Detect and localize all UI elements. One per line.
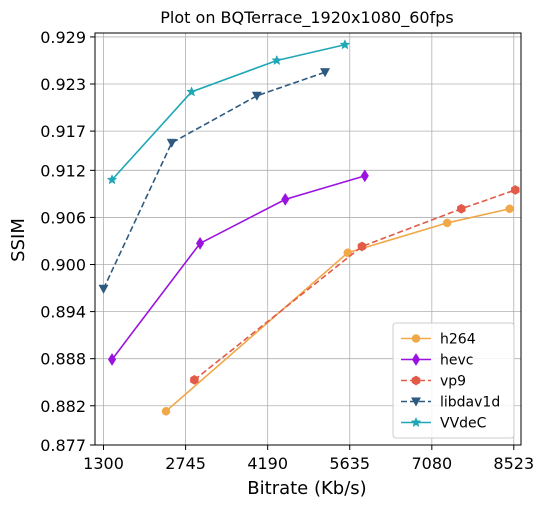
data-point-h264	[343, 248, 353, 257]
y-tick-label: 0.894	[40, 303, 86, 322]
legend: h264 hevc vp9 libdav1d VVdeC	[392, 322, 515, 439]
y-tick-label: 0.882	[40, 397, 86, 416]
series-h264	[161, 204, 514, 416]
data-point-libdav1d	[251, 91, 262, 101]
x-tick-label: 7080	[411, 454, 452, 473]
x-tick-label: 1300	[83, 454, 124, 473]
data-point-hevc	[360, 169, 369, 183]
legend-label: VVdeC	[440, 416, 487, 432]
y-tick-label: 0.877	[40, 436, 86, 455]
data-point-h264	[161, 407, 171, 416]
series-layer	[98, 39, 520, 416]
legend-label: hevc	[440, 353, 473, 369]
data-point-vp9	[457, 203, 466, 214]
data-point-VVdeC	[339, 39, 351, 50]
y-tick-label: 0.888	[40, 350, 86, 369]
series-line-hevc	[111, 175, 366, 360]
legend-label: h264	[440, 332, 476, 348]
legend-marker	[410, 397, 422, 407]
legend-box	[392, 322, 515, 439]
legend-marker	[411, 375, 421, 386]
legend-entry: vp9	[401, 374, 466, 390]
y-tick-label: 0.929	[40, 28, 86, 47]
data-point-libdav1d	[166, 138, 177, 148]
y-tick-label: 0.906	[40, 208, 86, 227]
legend-marker	[410, 416, 422, 428]
y-tick-label: 0.912	[40, 161, 86, 180]
data-point-hevc	[281, 192, 290, 206]
y-axis-label: SSIM	[8, 218, 29, 262]
legend-entry: VVdeC	[401, 416, 487, 432]
data-point-libdav1d	[98, 284, 109, 294]
x-tick-label: 2745	[165, 454, 206, 473]
legend-entry: libdav1d	[401, 395, 500, 411]
chart-title: Plot on BQTerrace_1920x1080_60fps	[160, 8, 453, 28]
legend-label: libdav1d	[440, 395, 500, 411]
data-point-h264	[505, 204, 514, 214]
series-vp9	[190, 185, 520, 385]
data-point-hevc	[107, 352, 117, 366]
series-line-libdav1d	[102, 71, 326, 290]
data-point-h264	[442, 218, 452, 228]
series-line-h264	[165, 208, 510, 412]
data-point-VVdeC	[106, 174, 118, 185]
legend-entry: h264	[401, 332, 476, 348]
series-hevc	[107, 169, 369, 366]
legend-entry: hevc	[401, 353, 473, 369]
x-tick-label: 5635	[329, 454, 370, 473]
y-tick-label: 0.923	[40, 75, 86, 94]
data-point-hevc	[195, 236, 205, 250]
ticks: 1300 2745 4190 5635 7080 8523 0.877 0.882 0.888 0…	[40, 28, 534, 473]
legend-label: vp9	[440, 374, 466, 390]
y-tick-label: 0.900	[40, 256, 86, 275]
data-point-vp9	[511, 185, 520, 195]
data-point-VVdeC	[186, 86, 197, 97]
grid	[95, 33, 521, 446]
series-line-VVdeC	[111, 43, 346, 181]
series-libdav1d	[98, 68, 331, 294]
data-point-vp9	[190, 374, 199, 385]
series-VVdeC	[106, 39, 351, 185]
x-tick-label: 4190	[247, 454, 288, 473]
legend-marker	[411, 353, 421, 366]
data-point-VVdeC	[271, 54, 283, 66]
x-tick-label: 8523	[493, 454, 534, 473]
plot-frame	[94, 32, 522, 446]
y-tick-label: 0.917	[40, 122, 86, 141]
legend-marker	[411, 334, 421, 343]
x-axis-label: Bitrate (Kb/s)	[247, 478, 366, 499]
data-point-libdav1d	[320, 68, 331, 78]
data-point-vp9	[357, 241, 367, 252]
